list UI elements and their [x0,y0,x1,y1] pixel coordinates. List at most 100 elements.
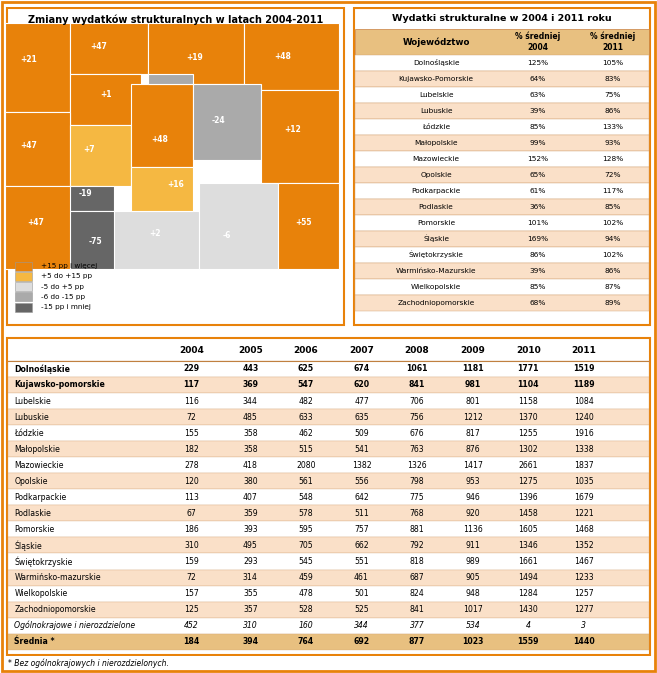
Text: 128%: 128% [602,155,623,162]
FancyBboxPatch shape [355,167,648,182]
Text: 561: 561 [298,476,313,486]
Polygon shape [70,23,148,74]
Text: -6 do -15 pp: -6 do -15 pp [41,294,85,300]
Text: 1916: 1916 [574,429,594,437]
Text: 2010: 2010 [516,347,541,355]
Text: 2004: 2004 [179,347,204,355]
Text: 920: 920 [465,509,480,518]
Text: 1458: 1458 [518,509,538,518]
Text: 556: 556 [354,476,369,486]
Text: 1233: 1233 [574,573,594,582]
Text: 2011: 2011 [572,347,597,355]
FancyBboxPatch shape [9,393,648,409]
Text: Województwo: Województwo [402,37,470,46]
Text: +1: +1 [100,90,112,99]
Text: 1326: 1326 [407,461,427,470]
FancyBboxPatch shape [9,489,648,505]
Text: Mazowieckie: Mazowieckie [14,461,64,470]
Polygon shape [70,74,141,125]
Text: 293: 293 [243,557,258,566]
Text: +5 do +15 pp: +5 do +15 pp [41,273,92,279]
Polygon shape [70,211,131,269]
Text: 841: 841 [409,380,425,390]
Text: +47: +47 [20,141,37,150]
Polygon shape [70,125,131,186]
Text: 39%: 39% [530,268,546,274]
Text: 278: 278 [184,461,199,470]
Text: Opolskie: Opolskie [14,476,48,486]
Text: 344: 344 [354,621,369,630]
Text: 3: 3 [581,621,586,630]
Text: 1440: 1440 [573,637,595,646]
Text: 1189: 1189 [573,380,595,390]
FancyBboxPatch shape [9,569,648,586]
Text: -19: -19 [78,189,92,199]
Text: Lubelskie: Lubelskie [14,396,51,406]
Text: 117%: 117% [602,188,623,194]
Text: 83%: 83% [604,76,621,81]
Text: 989: 989 [465,557,480,566]
Text: 86%: 86% [530,252,546,258]
Polygon shape [148,74,193,83]
Text: Lubuskie: Lubuskie [420,108,452,114]
Bar [16,303,32,312]
Text: 94%: 94% [604,236,621,242]
Text: Małopolskie: Małopolskie [415,140,458,145]
Text: Łódzkie: Łódzkie [14,429,44,437]
Text: 310: 310 [243,621,258,630]
Text: 86%: 86% [604,108,621,114]
Text: +12: +12 [284,125,302,135]
Text: 495: 495 [243,541,258,550]
Polygon shape [148,23,244,83]
FancyBboxPatch shape [9,361,648,377]
Text: 1430: 1430 [518,605,538,614]
Text: 72: 72 [187,573,196,582]
Text: 1468: 1468 [574,525,594,534]
Text: 953: 953 [465,476,480,486]
Text: Wielkopolskie: Wielkopolskie [411,283,461,289]
Text: 981: 981 [464,380,481,390]
Text: Podlaskie: Podlaskie [419,204,453,210]
Text: 113: 113 [184,493,199,502]
Text: 595: 595 [298,525,313,534]
Text: 159: 159 [184,557,199,566]
Text: 1494: 1494 [518,573,538,582]
Text: 86%: 86% [604,268,621,274]
Text: 534: 534 [465,621,480,630]
Text: 757: 757 [354,525,369,534]
Text: 511: 511 [354,509,369,518]
Text: 93%: 93% [604,140,621,145]
Text: 394: 394 [242,637,258,646]
Text: 551: 551 [354,557,369,566]
Text: 625: 625 [298,364,314,374]
Text: 633: 633 [298,413,313,421]
Text: 4: 4 [526,621,531,630]
Text: 756: 756 [410,413,424,421]
Bar [16,262,32,271]
Text: 182: 182 [184,445,199,454]
Text: Zmiany wydatków strukturalnych w latach 2004-2011: Zmiany wydatków strukturalnych w latach … [28,15,323,25]
Text: 706: 706 [410,396,424,406]
Text: 2005: 2005 [238,347,263,355]
Text: 85%: 85% [604,204,621,210]
Polygon shape [244,23,339,90]
Polygon shape [131,83,193,167]
Text: 310: 310 [184,541,199,550]
Text: Łódzkie: Łódzkie [422,124,450,130]
Text: +2: +2 [149,229,161,238]
Bar [16,293,32,302]
Text: 101%: 101% [528,219,549,225]
FancyBboxPatch shape [355,199,648,215]
Text: Dolnośląskie: Dolnośląskie [14,364,70,374]
Text: 359: 359 [243,509,258,518]
Text: 798: 798 [410,476,424,486]
FancyBboxPatch shape [9,538,648,553]
Text: 105%: 105% [602,60,623,66]
Text: 72: 72 [187,413,196,421]
FancyBboxPatch shape [9,634,648,649]
Text: 548: 548 [298,493,313,502]
Text: % średniej
2004: % średniej 2004 [515,32,560,52]
FancyBboxPatch shape [355,182,648,199]
Text: 1061: 1061 [406,364,428,374]
Text: 67: 67 [187,509,196,518]
